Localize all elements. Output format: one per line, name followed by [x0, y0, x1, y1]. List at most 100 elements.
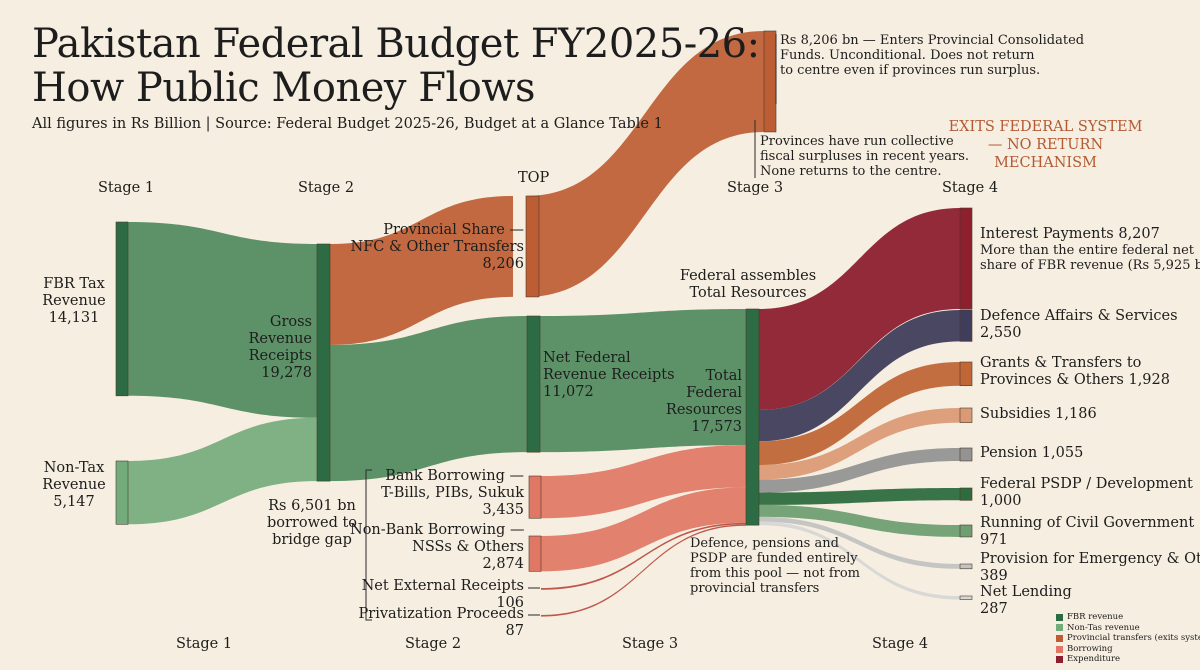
netfed-label-line-2: Revenue Receipts [543, 367, 675, 383]
exit-system-note: EXITS FEDERAL SYSTEM — NO RETURN MECHANI… [948, 119, 1143, 171]
node-defence-bar [959, 309, 973, 342]
flow-total-to-civil [759, 504, 960, 537]
flow-provincial-exit [526, 31, 764, 297]
legend-label: Expenditure [1067, 654, 1121, 665]
bottom-stage-label-3: Stage 3 [622, 636, 679, 652]
external-label-line-1: Net External Receipts [361, 578, 524, 594]
flow-total-to-interest [759, 208, 960, 410]
flow-total-to-psdp [759, 488, 960, 505]
surplus-note: Provinces have run collective fiscal sur… [760, 134, 969, 179]
legend-label: Borrowing [1067, 643, 1113, 654]
provincial-callout-line-1: Rs 8,206 bn — Enters Provincial Consolid… [780, 33, 1085, 48]
bank-label-line-2: T-Bills, PIBs, Sukuk [381, 485, 524, 501]
legend: FBR revenue Non-Tas revenue Provincial t… [1056, 612, 1200, 665]
psdp-value-label: 1,000 [980, 493, 1022, 509]
flow-total-to-defence [759, 310, 960, 442]
title-line-1: Pakistan Federal Budget FY2025-26: [32, 21, 760, 67]
pool-note-line-2: PSDP are funded entirely [690, 551, 858, 566]
legend-swatch [1056, 613, 1063, 621]
emergency-value-label: 389 [980, 568, 1008, 584]
pool-note-line-1: Defence, pensions and [690, 536, 839, 551]
pool-note-line-3: from this pool — not from [690, 566, 861, 581]
interest-note-line-1: More than the entire federal net [980, 243, 1195, 258]
chart-title: Pakistan Federal Budget FY2025-26: How P… [32, 22, 760, 110]
title-line-2: How Public Money Flows [32, 65, 536, 111]
total-value-label: 17,573 [691, 419, 742, 435]
borrow-note: Rs 6,501 bn borrowed to bridge gap [262, 498, 362, 549]
flow-total-to-subsidies [759, 408, 960, 480]
bank-value-label: 3,435 [482, 502, 524, 518]
node-label-nontax: Non-Tax Revenue 5,147 [36, 460, 112, 511]
interest-label: Interest Payments 8,207 [980, 226, 1160, 242]
node-label-subsidies: Subsidies 1,186 [980, 406, 1097, 422]
flow-fbr-to-gross [128, 222, 317, 418]
grants-label-line-2: Provinces & Others 1,928 [980, 372, 1170, 388]
node-label-gross: Gross Revenue Receipts 19,278 [230, 314, 312, 382]
top-stage-label-top: TOP [518, 170, 550, 186]
provincial-label-line-2: NFC & Other Transfers [350, 239, 525, 255]
fbr-label-line-1: FBR Tax [43, 276, 105, 292]
grants-label-line-1: Grants & Transfers to [980, 355, 1142, 371]
flow-nonbank-to-total [541, 487, 746, 572]
node-bank-bar [528, 475, 542, 519]
provincial-value-label: 8,206 [482, 256, 524, 272]
gross-label-line-3: Receipts [248, 348, 312, 364]
node-fbr-bar [115, 221, 129, 397]
node-netfed-bar [526, 315, 541, 453]
flow-total-to-grants [759, 362, 960, 466]
gross-value-label: 19,278 [261, 365, 312, 381]
fbr-value-label: 14,131 [48, 310, 100, 326]
emergency-label: Provision for Emergency & Others [980, 551, 1200, 567]
legend-label: Non-Tas revenue [1067, 622, 1140, 633]
borrow-note-line-3: bridge gap [272, 532, 352, 548]
flow-bank-to-total [541, 445, 746, 519]
bottom-stage-label-4: Stage 4 [872, 636, 929, 652]
fbr-label-line-2: Revenue [42, 293, 106, 309]
legend-swatch [1056, 624, 1063, 632]
node-nonbank-bar [528, 535, 542, 572]
node-emergency-bar [959, 563, 973, 570]
node-label-nonbank: Non-Bank Borrowing — NSSs & Others 2,874 [350, 522, 524, 573]
netfed-label-line-1: Net Federal [543, 350, 631, 366]
privatization-label-line-1: Privatization Proceeds [358, 606, 524, 622]
chart-subtitle: All figures in Rs Billion | Source: Fede… [32, 116, 663, 132]
legend-item-fbr: FBR revenue [1056, 612, 1200, 623]
node-label-defence: Defence Affairs & Services 2,550 [980, 308, 1178, 342]
node-label-lending: Net Lending 287 [980, 584, 1072, 618]
bottom-stage-label-1: Stage 1 [176, 636, 233, 652]
node-label-pension: Pension 1,055 [980, 445, 1084, 461]
node-label-total: Total Federal Resources 17,573 [660, 368, 742, 436]
pool-note: Defence, pensions and PSDP are funded en… [690, 536, 860, 596]
flow-gross-to-netfed [330, 316, 527, 482]
psdp-label: Federal PSDP / Development [980, 476, 1193, 492]
privatization-value-label: 87 [505, 623, 524, 639]
borrow-note-line-2: borrowed to [266, 515, 358, 531]
node-grants-bar [959, 361, 973, 387]
flow-total-to-pension [759, 448, 960, 493]
node-subsidies-bar [959, 407, 973, 423]
legend-label: FBR revenue [1067, 612, 1124, 622]
nonbank-value-label: 2,874 [482, 556, 524, 572]
provincial-callout: Rs 8,206 bn — Enters Provincial Consolid… [780, 33, 1084, 78]
node-pension-bar [959, 447, 973, 462]
lending-value-label: 287 [980, 601, 1008, 617]
node-label-provincial: Provincial Share — NFC & Other Transfers… [340, 222, 525, 273]
flow-total-to-emergency [759, 516, 960, 569]
provincial-label-line-1: Provincial Share — [383, 222, 524, 238]
node-label-grants: Grants & Transfers to Provinces & Others… [980, 355, 1170, 389]
defence-label: Defence Affairs & Services [980, 308, 1178, 324]
legend-label: Provincial transfers (exits system) [1067, 633, 1200, 644]
provincial-callout-line-3: to centre even if provinces run surplus. [780, 63, 1041, 78]
node-label-emergency: Provision for Emergency & Others 389 [980, 551, 1200, 585]
node-interest-bar [959, 207, 973, 310]
node-label-civil: Running of Civil Government 971 [980, 515, 1194, 549]
total-label-line-2: Federal [686, 385, 742, 401]
legend-item-nontax: Non-Tas revenue [1056, 623, 1200, 634]
civil-value-label: 971 [980, 532, 1008, 548]
surplus-note-line-2: fiscal surpluses in recent years. [760, 149, 970, 164]
surplus-note-line-3: None returns to the centre. [760, 164, 942, 179]
legend-item-provincial: Provincial transfers (exits system) [1056, 633, 1200, 644]
top-stage-label-1: Stage 1 [98, 180, 155, 196]
node-total-bar [745, 308, 760, 526]
pool-note-line-4: provincial transfers [690, 581, 820, 596]
